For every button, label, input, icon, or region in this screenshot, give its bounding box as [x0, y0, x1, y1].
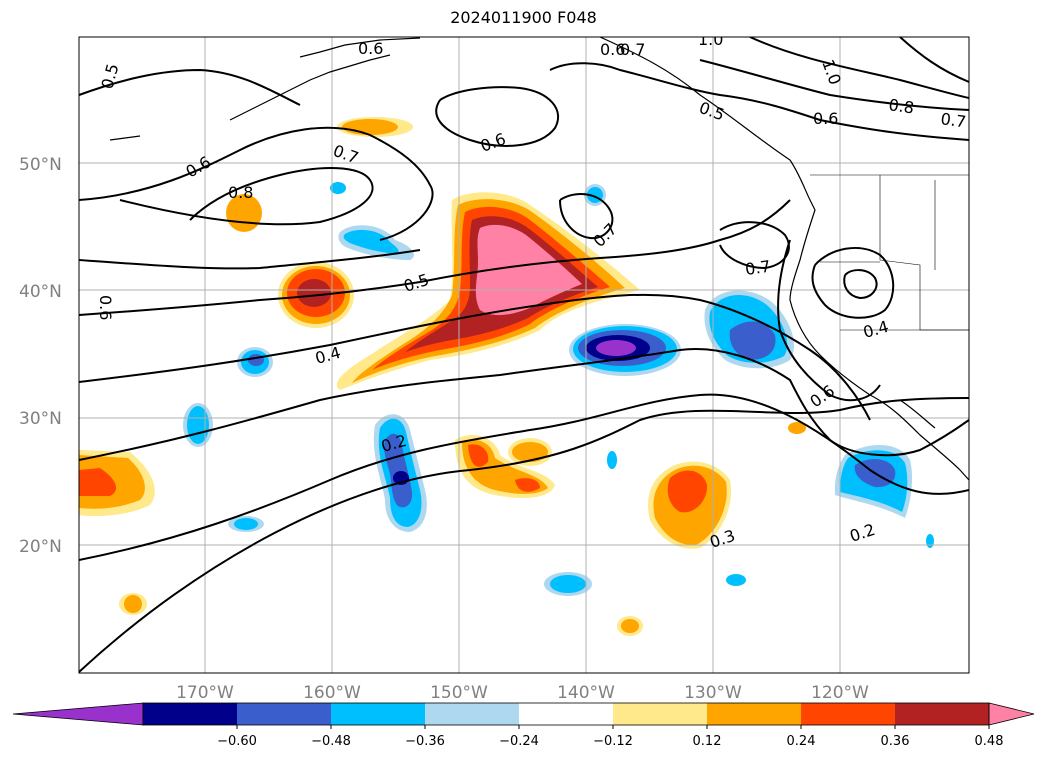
negative-anomaly-small	[343, 229, 399, 254]
map-title: 2024011900 F048	[450, 8, 597, 27]
colorbar-segment	[801, 703, 896, 725]
colorbar-segment	[519, 703, 614, 725]
latitude-label: 50°N	[19, 155, 62, 175]
longitude-label: 150°W	[430, 683, 488, 703]
negative-anomaly-small	[187, 406, 209, 444]
positive-anomaly-central	[336, 192, 640, 390]
latitude-label: 40°N	[19, 282, 62, 302]
contour-label: 0.8	[887, 95, 915, 117]
colorbar-segment	[143, 703, 238, 725]
positive-anomaly-small	[124, 595, 142, 613]
negative-anomaly-subtropic	[373, 414, 427, 532]
latitude-label: 20°N	[19, 537, 62, 557]
longitude-label: 170°W	[176, 683, 234, 703]
negative-anomaly-small	[726, 574, 746, 586]
positive-anomaly-small	[788, 422, 806, 434]
longitude-label: 120°W	[811, 683, 869, 703]
contour-label: 0.7	[939, 109, 967, 131]
longitude-label: 140°W	[557, 683, 615, 703]
colorbar-segment	[331, 703, 426, 725]
longitude-label: 160°W	[303, 683, 361, 703]
colorbar-tick-label: −0.48	[311, 734, 351, 749]
colorbar-segment	[707, 703, 802, 725]
colorbar-segment	[613, 703, 708, 725]
negative-anomaly-small	[550, 575, 586, 593]
colorbar-segment	[895, 703, 990, 725]
negative-anomaly-small	[248, 354, 264, 366]
negative-anomaly-small	[926, 534, 934, 548]
map-frame	[78, 36, 970, 674]
contour-label: 1.0	[698, 30, 723, 49]
contour-label: 0.6	[600, 40, 625, 59]
negative-anomaly-southeast	[834, 444, 913, 518]
colorbar-frame	[142, 702, 990, 726]
colorbar-tick-label: −0.24	[499, 734, 539, 749]
contour-label: 0.8	[228, 183, 253, 202]
colorbar-segment	[237, 703, 332, 725]
longitude-label: 130°W	[684, 683, 742, 703]
negative-anomaly-northeast	[704, 290, 795, 369]
colorbar-tick-label: −0.60	[217, 734, 257, 749]
latitude-label: 30°N	[19, 409, 62, 429]
contour-label: 0.6	[358, 39, 383, 58]
colorbar-extend-low	[12, 702, 144, 726]
colorbar-ticks: −0.60 −0.48 −0.36 −0.24 −0.12 0.12 0.24 0.36 0.4…	[217, 725, 1004, 749]
colorbar-tick-label: 0.24	[787, 734, 816, 749]
contour-label: 0.6	[813, 109, 838, 128]
colorbar-segment	[425, 703, 520, 725]
positive-anomaly-edge	[79, 450, 155, 517]
contour-label: 0.7	[620, 40, 645, 59]
contour-lines	[79, 37, 969, 673]
colorbar-tick-label: 0.48	[975, 734, 1004, 749]
positive-anomaly-small	[342, 119, 398, 135]
colorbar-tick-label: −0.12	[593, 734, 633, 749]
positive-anomaly-southeast	[648, 461, 732, 549]
negative-anomaly-small	[234, 518, 258, 530]
colorbar-tick-label: −0.36	[405, 734, 445, 749]
coastlines	[109, 37, 969, 481]
negative-anomaly-small	[607, 451, 617, 469]
contour-label: 0.7	[744, 257, 772, 279]
colorbar-tick-label: 0.12	[693, 734, 722, 749]
contour-label: 0.6	[96, 295, 115, 320]
political-borders	[810, 174, 969, 331]
map-background	[79, 37, 969, 673]
longitude-labels: 170°W 160°W 150°W 140°W 130°W 120°W	[176, 683, 869, 703]
negative-anomaly-small	[330, 182, 346, 194]
latitude-labels: 50°N 40°N 30°N 20°N	[19, 155, 62, 557]
colorbar-tick-label: 0.36	[881, 734, 910, 749]
positive-anomaly-small	[621, 619, 639, 633]
colorbar	[12, 702, 1035, 726]
map-gridlines	[79, 37, 969, 673]
colorbar-extend-high	[988, 702, 1035, 726]
